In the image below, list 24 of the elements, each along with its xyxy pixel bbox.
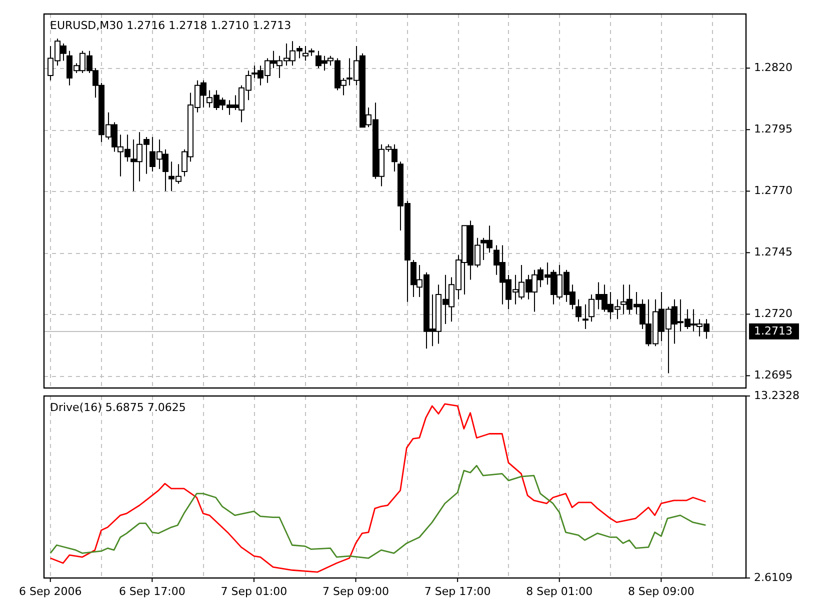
- y-tick-label: 1.2745: [754, 246, 792, 259]
- text: Drive(16) 5.6875 7.0625: [50, 401, 186, 414]
- x-tick-label: 8 Sep 01:00: [526, 585, 593, 598]
- x-tick-label: 7 Sep 09:00: [322, 585, 389, 598]
- candlestick: [576, 298, 582, 322]
- candlestick: [582, 304, 588, 330]
- candlestick: [302, 45, 308, 62]
- x-tick-label: 7 Sep 01:00: [220, 585, 288, 598]
- y-tick-label: 1.2795: [754, 122, 792, 136]
- y-tick-label: 13.2328: [754, 389, 800, 402]
- candlestick: [308, 48, 314, 56]
- y-tick-label: 1.2770: [754, 184, 792, 198]
- y-tick-label: 2.6109: [754, 571, 792, 584]
- y-tick-label: 1.2720: [754, 307, 792, 320]
- x-tick-label: 7 Sep 17:00: [424, 585, 491, 598]
- x-tick-label: 6 Sep 2006: [19, 585, 82, 598]
- line-series: [50, 464, 706, 559]
- x-tick-label: 8 Sep 09:00: [628, 585, 694, 598]
- y-tick-label: 1.2820: [754, 61, 792, 74]
- ref-line-label: 1.2713: [754, 324, 792, 338]
- line-series: [50, 403, 706, 573]
- x-tick-label: 6 Sep 17:00: [118, 585, 186, 598]
- text: EURUSD,M30 1.2716 1.2718 1.2710 1.2713: [50, 19, 292, 32]
- y-tick-label: 1.2695: [754, 368, 792, 382]
